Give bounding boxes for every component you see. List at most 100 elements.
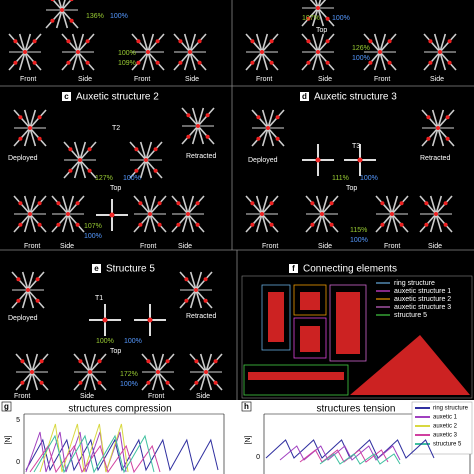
panel-label-box <box>300 92 309 101</box>
state-label: Retracted <box>420 155 450 162</box>
joint <box>69 0 74 2</box>
joint <box>357 157 363 163</box>
joint <box>97 380 102 385</box>
joint <box>315 157 321 163</box>
percent: 100% <box>124 338 142 345</box>
joint <box>138 201 143 206</box>
joint <box>75 201 80 206</box>
joint <box>205 134 210 139</box>
percent: 115% <box>350 227 367 234</box>
joint <box>28 212 32 216</box>
joint <box>28 126 32 130</box>
joint <box>178 60 183 65</box>
view-label: Side <box>60 243 74 250</box>
joint <box>18 136 23 141</box>
joint <box>275 136 280 141</box>
joint <box>316 50 320 54</box>
joint <box>35 277 40 282</box>
percent: 100% <box>332 15 350 22</box>
joint <box>269 222 274 227</box>
joint <box>443 222 448 227</box>
joint <box>213 380 218 385</box>
joint <box>37 136 42 141</box>
connector-boxes <box>243 284 470 396</box>
panel-title: Auxetic structure 3 <box>314 92 397 103</box>
joint <box>68 147 73 152</box>
joint <box>256 115 261 120</box>
joint <box>205 113 210 118</box>
axis-label: [N] <box>245 435 252 444</box>
joint <box>87 147 92 152</box>
joint <box>50 0 55 2</box>
joint <box>269 60 274 65</box>
curves <box>25 423 435 474</box>
percent: 100% <box>350 237 368 244</box>
joint <box>87 168 92 173</box>
joint <box>186 113 191 118</box>
curve <box>299 449 389 463</box>
joint <box>275 115 280 120</box>
panel-label: c <box>64 92 69 101</box>
percent: 107% <box>84 223 102 230</box>
joint <box>13 60 18 65</box>
joint <box>32 39 37 44</box>
legend-box <box>411 401 473 455</box>
panel-frame <box>241 275 473 399</box>
percent: 109% <box>118 60 136 67</box>
percent: 172% <box>120 371 138 378</box>
joint <box>157 201 162 206</box>
view-label: Front <box>20 76 36 83</box>
joint <box>445 136 450 141</box>
joint <box>30 370 34 374</box>
joint <box>399 201 404 206</box>
joint <box>37 222 42 227</box>
joint <box>195 201 200 206</box>
view-label: Front <box>14 393 30 400</box>
joint <box>447 39 452 44</box>
state-label: Deployed <box>8 155 38 162</box>
view-label: Front <box>256 76 272 83</box>
joint <box>156 370 160 374</box>
legend-label: auxetic 3 <box>433 433 458 439</box>
joint <box>134 147 139 152</box>
joint <box>197 60 202 65</box>
percent: 100% <box>110 13 128 20</box>
joint <box>436 126 440 130</box>
joint <box>426 115 431 120</box>
joint <box>155 39 160 44</box>
tool-label: T1 <box>95 295 103 302</box>
joint <box>109 212 115 218</box>
panel-label-box <box>62 92 71 101</box>
joint <box>153 168 158 173</box>
view-label: Top <box>346 185 357 192</box>
joint <box>428 60 433 65</box>
view-label: Front <box>148 393 164 400</box>
chart-title: structures tension <box>317 404 396 415</box>
joint <box>136 60 141 65</box>
curve <box>33 434 155 474</box>
joint <box>306 60 311 65</box>
tick-label: 0 <box>256 454 260 461</box>
joint <box>325 60 330 65</box>
percent: 100% <box>360 175 378 182</box>
legend-label: auxetic structure 3 <box>394 304 451 311</box>
joint <box>18 201 23 206</box>
joint <box>85 60 90 65</box>
joint <box>146 380 151 385</box>
panel-label-box <box>289 264 298 273</box>
joint <box>78 158 82 162</box>
state-label: Retracted <box>186 153 216 160</box>
joint <box>32 60 37 65</box>
joint <box>69 18 74 23</box>
panel-title: Auxetic structure 2 <box>76 92 159 103</box>
joint <box>310 222 315 227</box>
tick-label: 0 <box>16 459 20 466</box>
joint <box>260 212 264 216</box>
view-label: Front <box>24 243 40 250</box>
legend-label: structure 5 <box>433 442 462 448</box>
percent: 100% <box>352 55 370 62</box>
panel-label-box <box>241 401 252 412</box>
panel-label: e <box>94 264 99 273</box>
curve <box>319 453 401 465</box>
